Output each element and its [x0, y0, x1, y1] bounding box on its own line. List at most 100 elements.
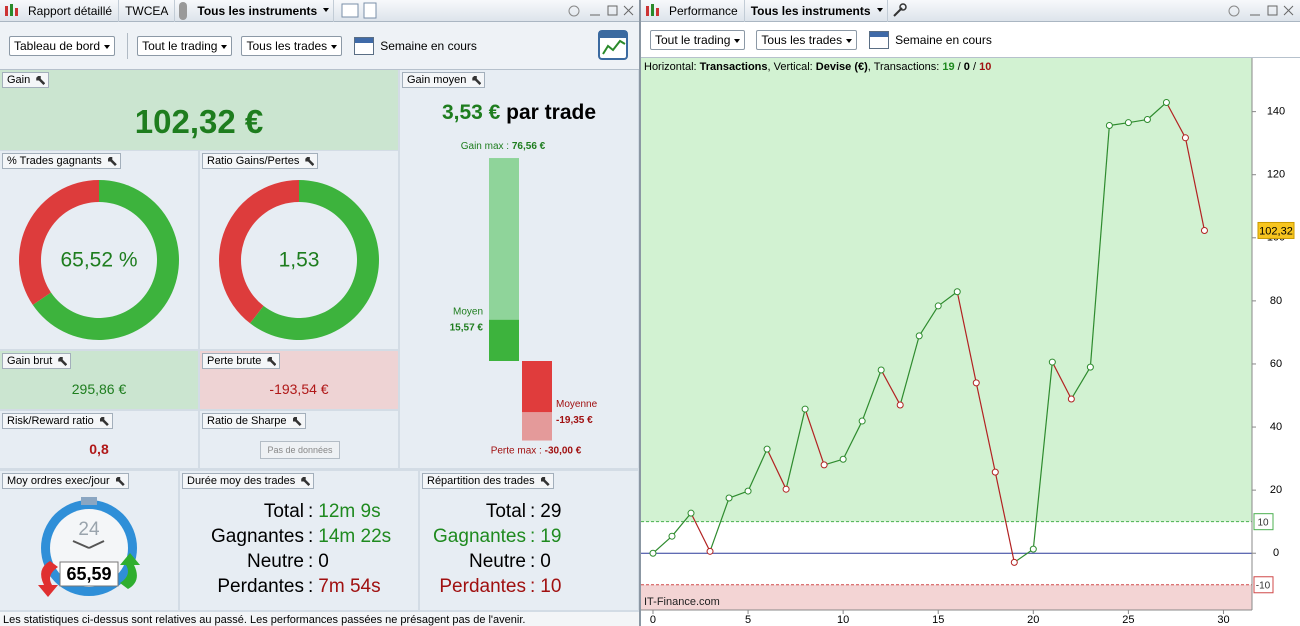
avg-gain-value: 3,53 €: [441, 101, 501, 124]
bar-caption: Perte max : -30,00 €: [491, 445, 582, 456]
donut-value: 65,52 %: [60, 249, 137, 272]
rect: [651, 3, 654, 16]
dropdown[interactable]: Tableau de bord: [9, 35, 116, 56]
tile-label[interactable]: Gain moyen: [402, 72, 486, 88]
window-controls[interactable]: [1220, 0, 1300, 22]
row-label: Total: [263, 501, 304, 522]
row-label: Total: [485, 501, 526, 522]
clock-top: [81, 497, 97, 505]
tile-label[interactable]: Durée moy des trades: [182, 473, 315, 489]
row-value: 14m 22s: [318, 526, 392, 547]
equity-point: [725, 494, 733, 502]
orders-value: 65,59: [66, 564, 111, 584]
equity-point: [744, 487, 752, 495]
tile-label[interactable]: Gain: [2, 72, 50, 88]
wrench-icon[interactable]: [888, 0, 910, 22]
no-data-button[interactable]: Pas de données: [260, 441, 340, 459]
row-value: 12m 9s: [318, 501, 381, 522]
y-tick-label: 80: [1270, 295, 1282, 307]
equity-segment: [785, 408, 806, 490]
header-part: /: [955, 61, 964, 73]
equity-segment: [709, 497, 730, 552]
y-tick-label: 60: [1270, 358, 1282, 370]
y-tick-label: 0: [1273, 547, 1279, 559]
dropdown[interactable]: Tous les trades: [241, 35, 343, 56]
tile-label[interactable]: Ratio de Sharpe: [202, 413, 306, 429]
equity-point: [1124, 119, 1132, 127]
equity-segment: [1165, 102, 1186, 139]
equity-segment: [671, 512, 692, 537]
x-tick-label: 25: [1122, 614, 1134, 626]
equity-segment: [918, 305, 939, 337]
dropdown[interactable]: Tout le trading: [650, 29, 746, 50]
tab[interactable]: Performance: [663, 0, 745, 22]
view-icons[interactable]: [334, 0, 384, 22]
left-titlebar: Rapport détaillé TWCEA Tous les instrume…: [0, 0, 640, 22]
line: [623, 5, 634, 15]
calendar-icon[interactable]: [869, 30, 890, 49]
row-separator: :: [530, 551, 536, 572]
row-separator: :: [530, 526, 536, 547]
calendar-icon[interactable]: [354, 36, 375, 55]
equity-segment: [956, 291, 977, 384]
row-separator: :: [308, 551, 314, 572]
avg-loss-bar: [522, 361, 552, 413]
row-label: Neutre: [246, 551, 304, 572]
header-part: 10: [979, 61, 991, 73]
stat-row: Total:29: [486, 501, 562, 523]
window-controls[interactable]: [560, 0, 640, 22]
header-part: , Transactions:: [868, 61, 943, 73]
threshold-label: 10: [1257, 517, 1269, 528]
tile-label[interactable]: Moy ordres exec/jour: [2, 473, 129, 489]
row-value: 0: [540, 551, 551, 572]
row-label: Gagnantes: [433, 526, 526, 547]
tab[interactable]: Rapport détaillé: [22, 0, 120, 22]
win-rate-tile: % Trades gagnants 65,52 %: [0, 151, 198, 349]
tile-label[interactable]: Répartition des trades: [422, 473, 554, 489]
equity-point: [668, 532, 676, 540]
threshold-label: -10: [1256, 580, 1271, 591]
equity-segment: [842, 420, 863, 460]
risk-reward-value: 0,8: [89, 441, 109, 457]
equity-point: [991, 468, 999, 476]
equity-point: [934, 302, 942, 310]
equity-segment: [880, 369, 901, 406]
equity-segment: [1051, 361, 1072, 400]
caption-value: 76,56 €: [512, 141, 546, 152]
gross-gain-tile: Gain brut 295,86 €: [0, 351, 198, 409]
instrument-select[interactable]: Tous les instruments: [191, 0, 335, 22]
period[interactable]: Semaine en cours: [380, 38, 477, 53]
settings-icon[interactable]: [596, 28, 632, 64]
clock-hand: [72, 540, 90, 549]
app-icon: [5, 3, 18, 16]
period[interactable]: Semaine en cours: [895, 32, 992, 47]
dropdown[interactable]: Tout le trading: [137, 35, 233, 56]
instrument-select[interactable]: Tous les instruments: [745, 0, 888, 22]
donut-win: [250, 180, 379, 340]
row-value: 0: [318, 551, 329, 572]
header-part: 19: [942, 61, 954, 73]
link-icon[interactable]: [175, 0, 191, 22]
equity-point: [649, 549, 657, 557]
equity-segment: [1032, 362, 1053, 550]
equity-point: [1143, 116, 1151, 124]
tile-label[interactable]: Risk/Reward ratio: [2, 413, 113, 429]
equity-segment: [690, 512, 711, 552]
durations-tile: Durée moy des trades Total:12m 9s Gagnant…: [180, 471, 418, 610]
tile-label[interactable]: Ratio Gains/Pertes: [202, 153, 319, 169]
watermark: IT-Finance.com: [644, 596, 720, 608]
tile-label[interactable]: Perte brute: [202, 353, 281, 369]
tile-label[interactable]: Gain brut: [2, 353, 72, 369]
row-separator: :: [308, 501, 314, 522]
circle: [568, 5, 580, 16]
tile-label[interactable]: % Trades gagnants: [2, 153, 121, 169]
caption-value: -30,00 €: [545, 445, 582, 456]
equity-segment: [994, 472, 1015, 563]
dropdown[interactable]: Tous les trades: [756, 29, 858, 50]
clock-number: 24: [78, 519, 100, 540]
tab[interactable]: TWCEA: [119, 0, 176, 22]
stat-row: Neutre:0: [469, 551, 551, 573]
equity-point: [687, 509, 695, 517]
row-separator: :: [308, 526, 314, 547]
orders-tile: Moy ordres exec/jour 24 65,59: [0, 471, 178, 610]
